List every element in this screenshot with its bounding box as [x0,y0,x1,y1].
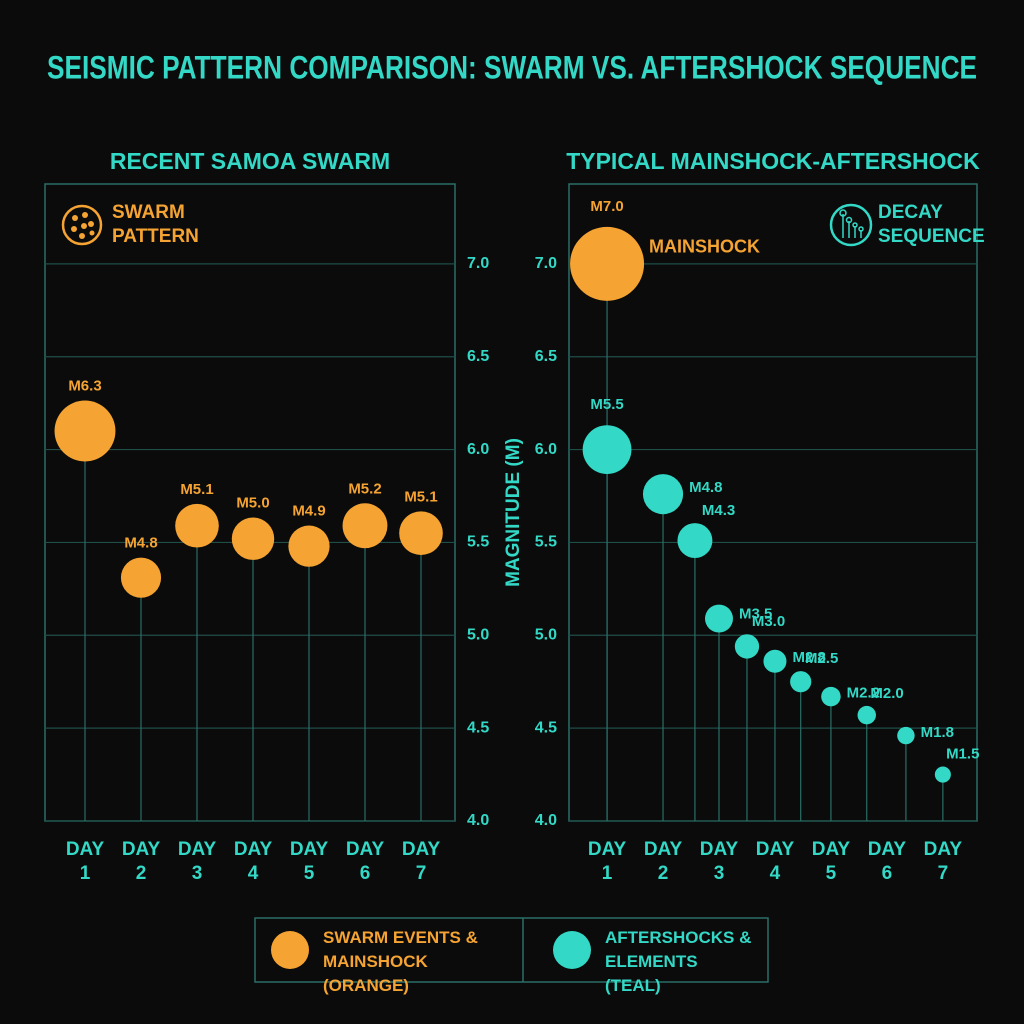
x-tick-label: DAY 5 [289,839,329,884]
bubble [54,400,116,462]
x-tick-label: DAY 6 [867,839,907,884]
value-label: M2.2 [847,685,880,702]
bubble [734,634,760,659]
y-tick-label: 5.0 [535,627,557,644]
x-tick-label: DAY 2 [643,839,683,884]
bubble [934,766,951,783]
y-axis-label: MAGNITUDE (M) [503,438,524,587]
value-label: M5.2 [348,480,381,497]
y-tick-label: 6.0 [535,441,557,458]
value-label: M5.1 [180,481,213,498]
panel-title: TYPICAL MAINSHOCK-AFTERSHOCK [566,148,980,174]
value-label: M4.8 [124,535,157,552]
value-label: M7.0 [590,198,623,215]
legend-swatch [553,931,591,969]
panel-annotation: SWARM PATTERN [112,202,199,247]
bubble [821,686,841,707]
x-tick-label: DAY 7 [401,839,441,884]
legend-box [254,917,769,983]
bubble [231,517,275,560]
value-label: M2.5 [805,650,838,667]
legend-swatch [271,931,309,969]
y-tick-label: 6.5 [535,348,557,365]
y-tick-label: 4.5 [467,719,489,736]
bubble [570,226,645,301]
bubble [677,523,713,559]
bubble [120,557,162,598]
x-tick-label: DAY 3 [699,839,739,884]
y-tick-label: 6.0 [467,441,489,458]
x-tick-label: DAY 2 [121,839,161,884]
panel-title: RECENT SAMOA SWARM [110,148,390,174]
bubble [705,604,733,633]
bubble [763,649,787,673]
value-label: M3.5 [739,605,772,622]
y-tick-label: 5.5 [535,534,557,551]
x-tick-label: DAY 1 [65,839,105,884]
bubble [642,474,684,515]
bubble [399,511,443,555]
bubble [897,726,915,745]
value-label: M2.8 [792,649,825,666]
x-tick-label: DAY 1 [587,839,627,884]
value-label: M2.0 [870,685,903,702]
mainshock-annotation: MAINSHOCK [649,237,760,257]
y-tick-label: 6.5 [467,348,489,365]
panel-annotation: DECAY SEQUENCE [878,202,985,247]
value-label: M3.0 [752,613,785,630]
y-tick-label: 4.0 [535,812,557,829]
value-label: M4.8 [689,479,722,496]
y-tick-label: 7.0 [467,255,489,272]
value-label: M5.1 [404,488,437,505]
legend-label: SWARM EVENTS & MAINSHOCK (ORANGE) [323,928,478,995]
y-tick-label: 4.0 [467,812,489,829]
value-label: M1.8 [921,724,954,741]
value-label: M4.3 [702,502,735,519]
legend-label: AFTERSHOCKS & ELEMENTS (TEAL) [605,928,752,995]
bubble [857,705,876,725]
value-label: M1.5 [946,746,979,763]
x-tick-label: DAY 4 [233,839,273,884]
bubble [582,425,632,474]
bubble [790,671,812,693]
y-tick-label: 5.5 [467,534,489,551]
decay-icon [829,203,873,247]
value-label: M5.0 [236,494,269,511]
x-tick-label: DAY 4 [755,839,795,884]
bubble [175,503,219,548]
y-tick-label: 5.0 [467,627,489,644]
y-tick-label: 7.0 [535,255,557,272]
bubble [342,503,388,549]
y-tick-label: 4.5 [535,719,557,736]
main-title: SEISMIC PATTERN COMPARISON: SWARM VS. AF… [47,49,977,85]
bubble [288,525,330,567]
x-tick-label: DAY 5 [811,839,851,884]
value-label: M6.3 [68,378,101,395]
x-tick-label: DAY 6 [345,839,385,884]
x-tick-label: DAY 3 [177,839,217,884]
value-label: M5.5 [590,396,623,413]
x-tick-label: DAY 7 [923,839,963,884]
value-label: M4.9 [292,502,325,519]
swarm-icon [61,204,103,246]
